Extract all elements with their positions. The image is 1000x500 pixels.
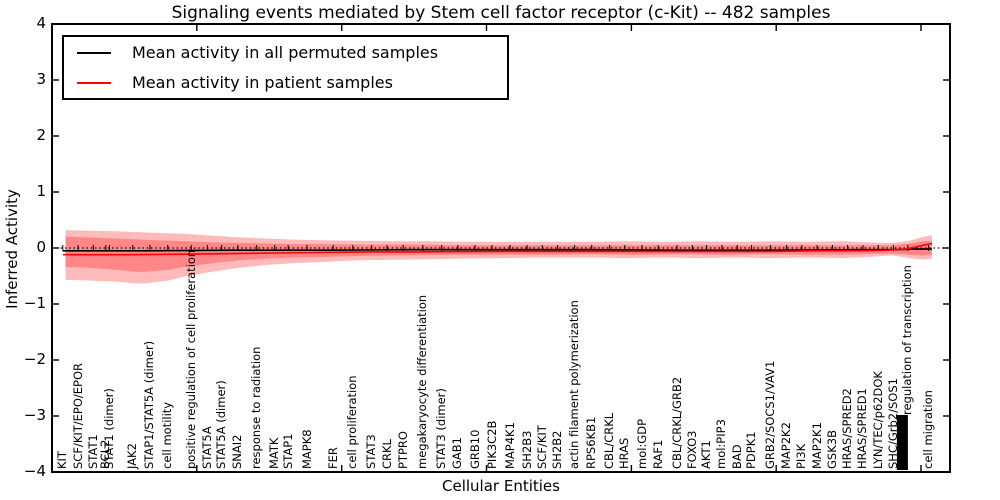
legend-label: Mean activity in all permuted samples	[132, 43, 439, 62]
mean-line	[62, 242, 933, 256]
overlapping-labels-blob	[896, 415, 908, 470]
y-axis-label: Inferred Activity	[3, 189, 21, 309]
std-band	[65, 236, 932, 273]
legend-entry: Mean activity in all permuted samples	[64, 41, 507, 65]
legend-line-swatch	[77, 81, 111, 84]
chart-title: Signaling events mediated by Stem cell f…	[171, 3, 831, 23]
std-band	[65, 230, 932, 284]
legend-line-swatch	[77, 51, 111, 54]
legend: Mean activity in all permuted samples Mea…	[62, 35, 509, 100]
x-axis-label: Cellular Entities	[442, 477, 560, 495]
legend-entry: Mean activity in patient samples	[64, 71, 507, 95]
legend-label: Mean activity in patient samples	[132, 73, 393, 92]
